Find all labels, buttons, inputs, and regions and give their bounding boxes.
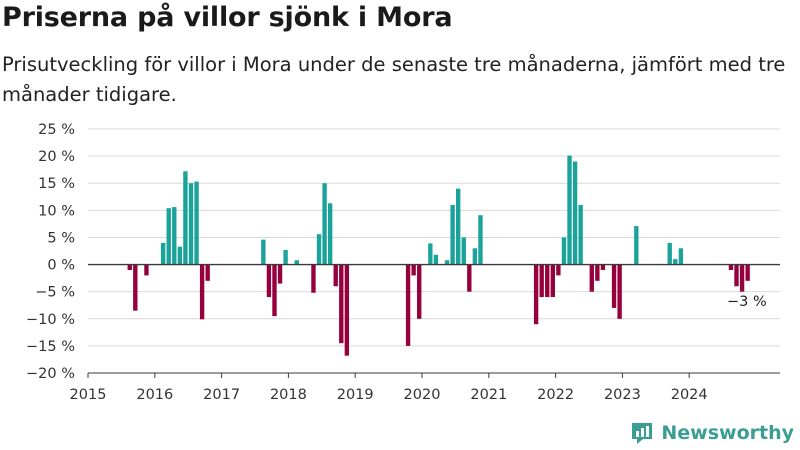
- bar: [678, 248, 684, 265]
- bar: [283, 249, 288, 265]
- bar: [728, 264, 734, 270]
- bar: [272, 264, 277, 317]
- bar: [339, 264, 344, 344]
- bar: [183, 171, 188, 265]
- bar: [567, 155, 572, 265]
- x-tick-label: 2019: [337, 387, 374, 403]
- bar: [539, 264, 544, 298]
- bar: [673, 259, 678, 265]
- chart-subtitle: Prisutveckling för villor i Mora under d…: [2, 53, 786, 106]
- y-tick-label: −20 %: [26, 366, 75, 382]
- bar: [166, 208, 171, 265]
- bar: [739, 264, 745, 292]
- bar: [172, 207, 177, 265]
- brand-name: Newsworthy: [661, 422, 794, 444]
- bar: [405, 264, 411, 346]
- bar: [133, 264, 138, 311]
- bar: [266, 264, 272, 298]
- x-tick-label: 2016: [136, 387, 173, 403]
- x-tick-label: 2015: [70, 387, 107, 403]
- y-tick-label: 15 %: [38, 176, 75, 192]
- bar: [205, 264, 210, 281]
- bar: [160, 242, 166, 265]
- bar: [411, 264, 416, 276]
- bar: [550, 264, 555, 298]
- bar: [467, 264, 472, 292]
- bar: [322, 183, 327, 265]
- y-tick-label: 0 %: [47, 258, 75, 274]
- y-tick-label: −15 %: [26, 339, 75, 355]
- bar: [188, 183, 194, 265]
- latest-value-label: −3 %: [727, 294, 767, 310]
- bar: [572, 161, 578, 265]
- bar: [444, 260, 450, 265]
- bar: [533, 264, 539, 325]
- chart-title: Priserna på villor sjönk i Mora: [2, 2, 453, 33]
- bar: [199, 264, 205, 320]
- bar: [561, 237, 567, 265]
- bar: [311, 264, 316, 293]
- bar: [600, 264, 606, 270]
- x-tick-label: 2024: [671, 387, 708, 403]
- bar: [461, 237, 466, 265]
- bar: [556, 264, 561, 276]
- bar: [261, 239, 266, 265]
- bar: [428, 243, 433, 265]
- y-tick-label: 20 %: [38, 149, 75, 165]
- bar-chart-logo-icon: [632, 423, 653, 444]
- bar: [417, 264, 422, 319]
- bar: [545, 264, 550, 298]
- bar: [177, 246, 183, 265]
- bar: [433, 254, 439, 265]
- bar: [144, 264, 149, 276]
- bar: [634, 226, 639, 265]
- bar: [734, 264, 739, 287]
- bar: [456, 188, 461, 265]
- bar: [617, 264, 622, 319]
- bar: [589, 264, 594, 292]
- bar: [277, 264, 283, 284]
- y-tick-label: −5 %: [35, 285, 75, 301]
- bar: [745, 264, 750, 281]
- brand-logo: Newsworthy: [629, 420, 794, 446]
- x-tick-label: 2023: [604, 387, 641, 403]
- x-tick-label: 2017: [203, 387, 240, 403]
- bar: [578, 204, 583, 265]
- y-tick-label: 10 %: [38, 203, 75, 219]
- y-tick-label: 5 %: [47, 230, 75, 246]
- y-tick-label: −10 %: [26, 312, 75, 328]
- bar: [194, 181, 199, 265]
- bar: [127, 264, 132, 270]
- bar: [595, 264, 600, 281]
- x-tick-label: 2018: [270, 387, 307, 403]
- x-tick-label: 2021: [470, 387, 507, 403]
- bar: [316, 234, 322, 265]
- bar: [450, 204, 455, 265]
- bar: [472, 248, 478, 265]
- bar: [667, 242, 672, 265]
- bar: [294, 260, 299, 265]
- x-tick-label: 2022: [537, 387, 574, 403]
- y-tick-label: 25 %: [38, 122, 75, 138]
- x-tick-label: 2020: [404, 387, 441, 403]
- bar: [333, 264, 338, 287]
- bar: [478, 215, 483, 265]
- bar: [344, 264, 350, 356]
- bar: [327, 203, 333, 265]
- bar: [611, 264, 617, 308]
